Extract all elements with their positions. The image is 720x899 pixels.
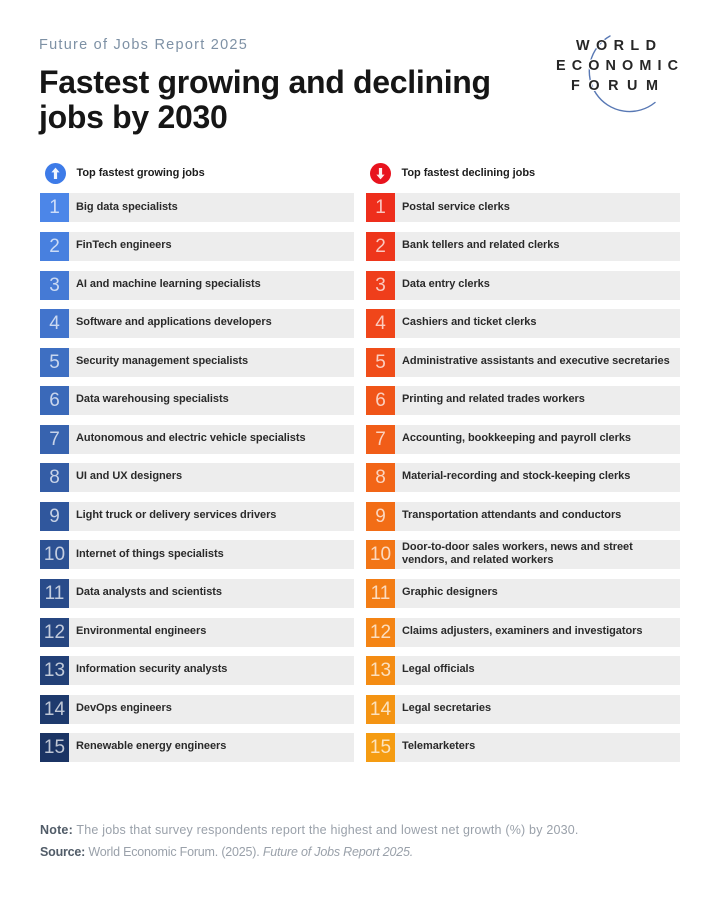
svg-text:WORLD: WORLD <box>576 38 662 54</box>
svg-text:FORUM: FORUM <box>571 78 667 94</box>
svg-text:ECONOMIC: ECONOMIC <box>556 58 684 74</box>
